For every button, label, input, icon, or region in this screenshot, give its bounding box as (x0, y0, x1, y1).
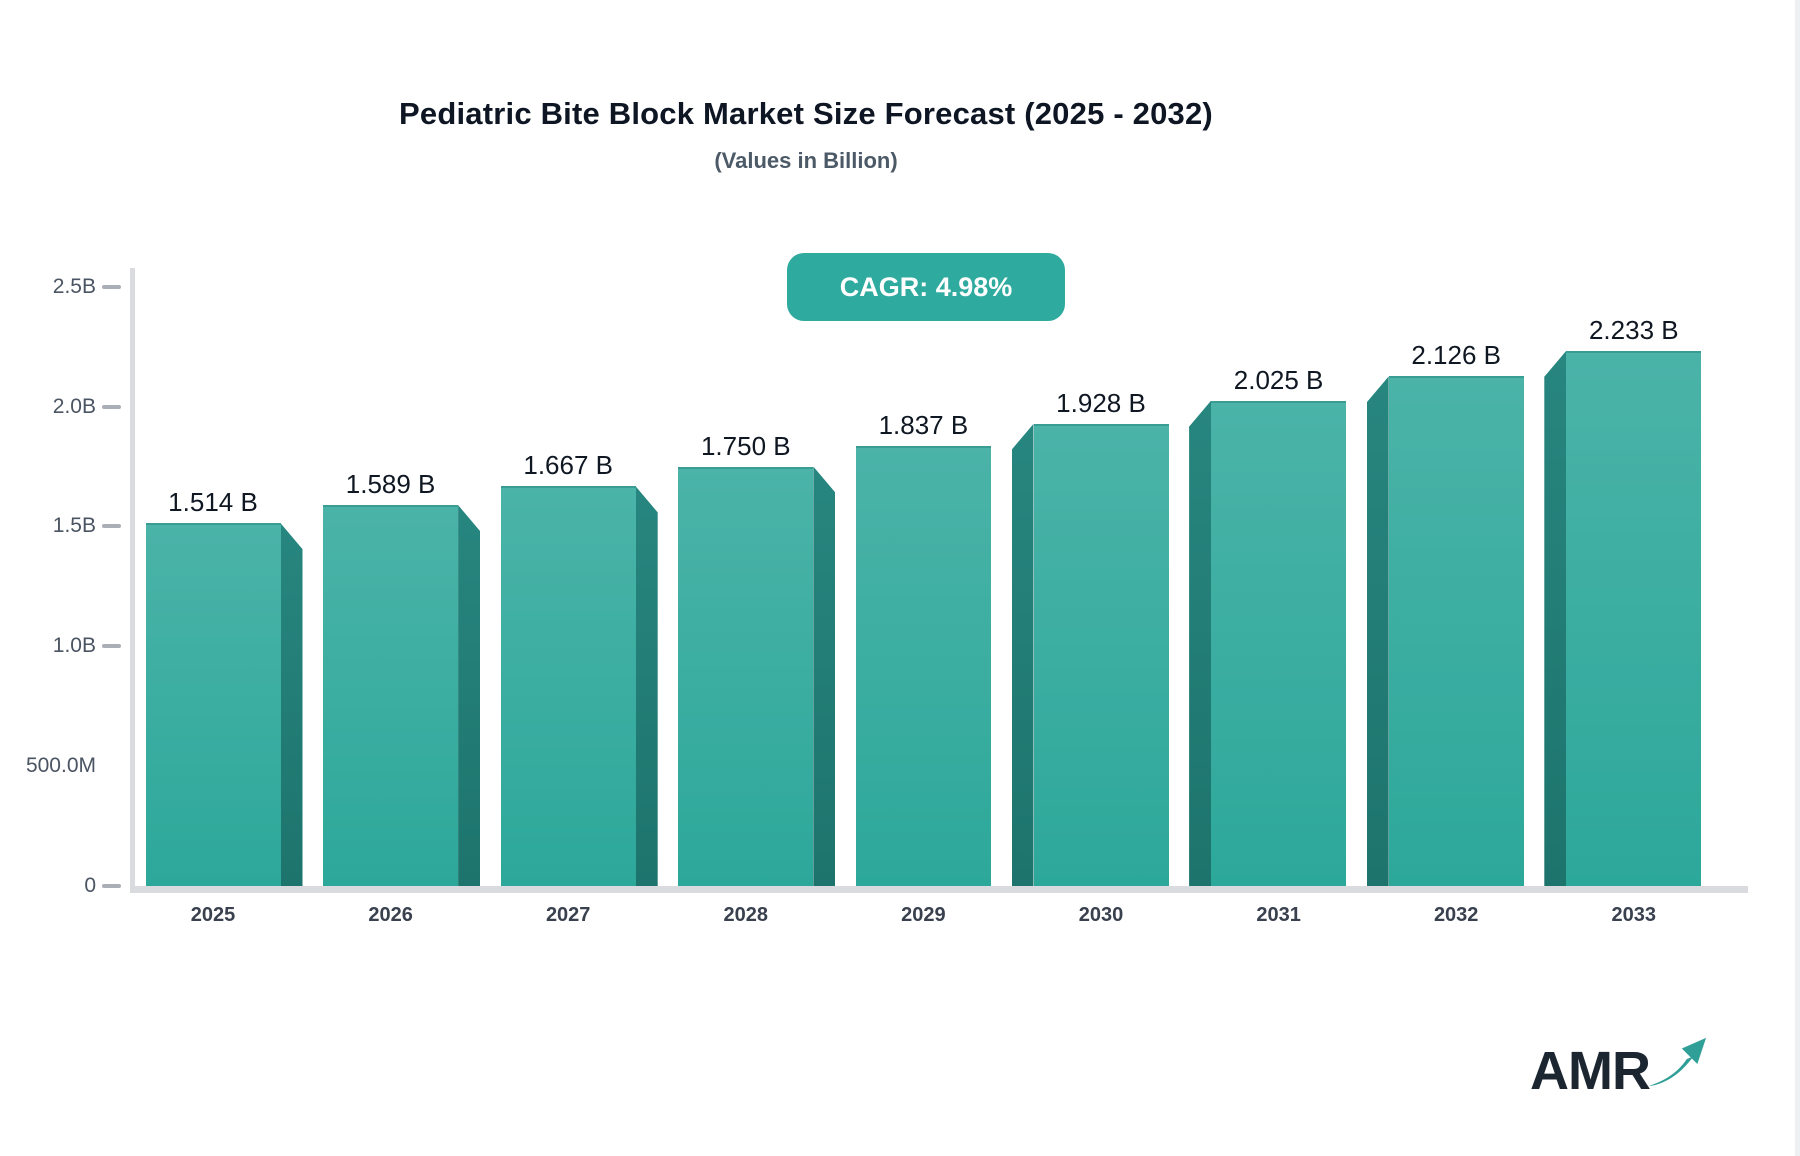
trending-up-arrow-icon (1647, 1037, 1707, 1087)
y-axis-label: 2.0B (52, 394, 96, 418)
bar (1388, 376, 1524, 886)
bar (1033, 423, 1169, 886)
bar-value-label: 2.126 B (1411, 340, 1501, 371)
x-axis-label: 2033 (1611, 904, 1657, 926)
bar (145, 523, 281, 886)
bar-value-label: 2.233 B (1588, 314, 1679, 345)
bar-value-label: 1.667 B (523, 450, 613, 481)
x-axis-label: 2030 (1078, 904, 1124, 926)
x-axis-label: 2032 (1433, 904, 1479, 926)
y-axis-tick (102, 404, 121, 409)
page-edge (1795, 0, 1800, 1156)
bar-side-face (1366, 376, 1389, 886)
x-axis-label: 2029 (901, 904, 946, 926)
bar-side-face (458, 505, 481, 886)
y-axis-tick (102, 284, 121, 289)
bar-value-label: 1.837 B (878, 409, 969, 440)
y-axis-label: 1.5B (52, 514, 96, 538)
bar-value-label: 1.589 B (345, 469, 436, 500)
chart-title: Pediatric Bite Block Market Size Forecas… (399, 96, 1213, 131)
amr-logo: AMR (1530, 1035, 1730, 1107)
bar-side-face (635, 486, 658, 886)
chart-subtitle: (Values in Billion) (714, 148, 898, 173)
y-axis-tick (102, 644, 121, 649)
bar-side-face (1189, 400, 1212, 886)
bar-side-face (813, 466, 836, 886)
y-axis-line (130, 268, 135, 893)
x-axis-label: 2027 (545, 904, 591, 926)
y-axis-label: 1.0B (52, 634, 96, 658)
y-axis-tick (102, 524, 121, 529)
bar (855, 445, 991, 886)
bar-side-face (280, 523, 303, 886)
bar (323, 505, 459, 886)
x-axis-label: 2031 (1256, 904, 1301, 926)
amr-logo-text: AMR (1530, 1041, 1651, 1101)
x-axis-label: 2025 (190, 904, 236, 926)
bar-value-label: 1.928 B (1056, 387, 1146, 418)
x-axis-label: 2026 (368, 904, 413, 926)
bar-value-label: 2.025 B (1233, 364, 1324, 395)
bar-side-face (1011, 423, 1034, 886)
bar (500, 486, 636, 886)
bar (678, 466, 814, 886)
x-axis-label: 2028 (723, 904, 769, 926)
y-axis-label: 0 (84, 874, 96, 897)
bar-value-label: 1.514 B (168, 487, 258, 518)
x-axis-baseline (130, 886, 1748, 893)
y-axis-label: 500.0M (25, 754, 96, 778)
bar-value-label: 1.750 B (700, 430, 791, 461)
bar (1566, 350, 1702, 886)
bar-side-face (1544, 350, 1567, 886)
y-axis-tick (102, 884, 121, 888)
y-axis-label: 2.5B (52, 274, 96, 298)
cagr-badge: CAGR: 4.98% (787, 253, 1065, 321)
bar (1211, 400, 1347, 886)
